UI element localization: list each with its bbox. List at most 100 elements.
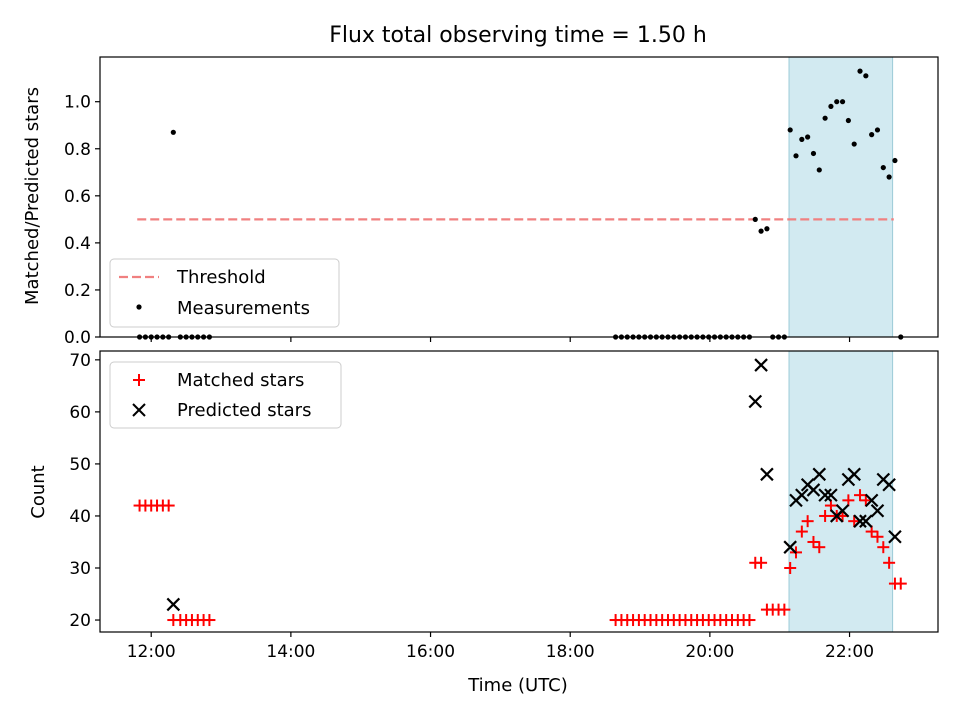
matched-star-point [203,614,216,627]
top-y-tick-label: 0.2 [64,281,91,301]
measurement-point [793,153,799,159]
measurement-point [869,132,875,138]
measurement-point [880,164,886,171]
predicted-star-point [847,467,861,482]
predicted-star-point [835,503,850,518]
bottom-y-axis-label: Count [28,465,49,518]
predicted-star-point [859,514,873,528]
legend-threshold-label: Threshold [176,267,266,288]
matched-star-point [743,614,756,627]
measurement-point [787,127,793,133]
top-y-tick-label: 0.6 [64,187,91,207]
measurement-point [851,141,857,147]
matched-star-point [824,499,837,512]
bottom-y-tick-label: 30 [69,559,91,579]
matched-star-point [778,603,791,616]
predicted-star-point [864,493,879,508]
top-y-tick-label: 0.8 [64,140,91,160]
matched-star-point [784,561,797,574]
predicted-star-point [795,488,809,502]
measurement-point [816,167,822,173]
x-tick-label: 14:00 [266,642,315,662]
measurement-point [874,127,881,133]
matched-star-point [813,541,826,554]
bottom-y-tick-label: 20 [69,611,91,631]
measurement-point [764,226,770,232]
matched-star-point [795,525,808,538]
legend-predicted-label: Predicted stars [177,400,311,421]
matched-star-point [755,556,768,569]
measurement-point [863,73,869,79]
top-y-axis-label: Matched/Predicted stars [22,87,43,305]
predicted-star-point [882,477,896,492]
legend-measurements-swatch [136,304,142,310]
predicted-star-point [806,483,821,497]
predicted-star-point [888,529,902,544]
predicted-star-point [824,488,838,502]
predicted-star-point [812,467,827,482]
matched-star-point [883,556,896,569]
bottom-y-tick-label: 50 [69,455,91,475]
legend-measurements-label: Measurements [177,298,310,319]
predicted-star-point [166,597,181,612]
matched-star-point [877,541,890,554]
matched-star-point [819,509,832,522]
chart-title: Flux total observing time = 1.50 h [329,23,707,48]
predicted-star-point [783,540,797,554]
legend-predicted-swatch [132,403,146,417]
x-tick-label: 18:00 [546,642,595,662]
top-axes-frame [99,56,939,338]
matched-star-point [801,515,814,528]
predicted-star-point [870,503,885,518]
top-legend: Threshold Measurements [109,258,340,328]
bottom-legend: Matched stars Predicted stars [109,361,342,429]
measurement-point [857,68,863,74]
bottom-y-tick-label: 40 [69,507,91,527]
predicted-star-point [748,394,763,409]
measurement-point [892,157,898,164]
matched-star-point [162,499,175,512]
x-tick-label: 20:00 [685,642,734,662]
predicted-star-point [760,467,774,482]
x-tick-label: 12:00 [127,642,176,662]
bottom-panel: 20 30 40 50 60 70 12:00 14:00 16:00 18:00 20:00 22:… [69,350,939,662]
measurement-point [828,103,834,110]
matched-star-point [854,489,867,502]
top-y-tick-label: 0.0 [64,328,91,348]
matched-star-point [848,515,861,528]
measurement-point [834,99,840,105]
predicted-star-point [754,358,768,372]
bottom-axes-frame [99,350,939,633]
top-y-tick-label: 0.4 [64,234,91,254]
x-tick-label: 16:00 [406,642,455,662]
measurement-point [886,174,892,180]
measurement-point [758,228,764,234]
measurement-point [799,136,805,142]
measurement-point [752,216,758,222]
bottom-y-tick-label: 60 [69,403,91,423]
matched-star-point [865,525,878,538]
predicted-star-point [818,488,832,502]
bottom-legend-box [109,361,342,429]
predicted-star-point [853,514,867,528]
top-highlight-span [788,56,894,338]
measurement-point [822,115,828,121]
top-legend-box [109,258,340,328]
top-y-tick-label: 1.0 [64,93,91,113]
legend-matched-swatch [133,374,145,386]
measurement-point [170,129,176,135]
top-panel: 0.0 0.2 0.4 0.6 0.8 1.0 [64,56,939,348]
matched-star-point [859,494,872,507]
matched-star-point [871,530,884,543]
legend-matched-label: Matched stars [177,370,304,391]
bottom-y-tick-label: 70 [69,351,91,371]
measurement-point [845,117,851,124]
measurement-point [805,134,811,140]
x-tick-label: 22:00 [825,642,874,662]
matched-star-point [894,577,907,590]
matched-star-point [842,494,855,507]
measurement-point [810,150,817,157]
measurement-point [839,99,846,105]
matched-star-point [807,535,820,548]
